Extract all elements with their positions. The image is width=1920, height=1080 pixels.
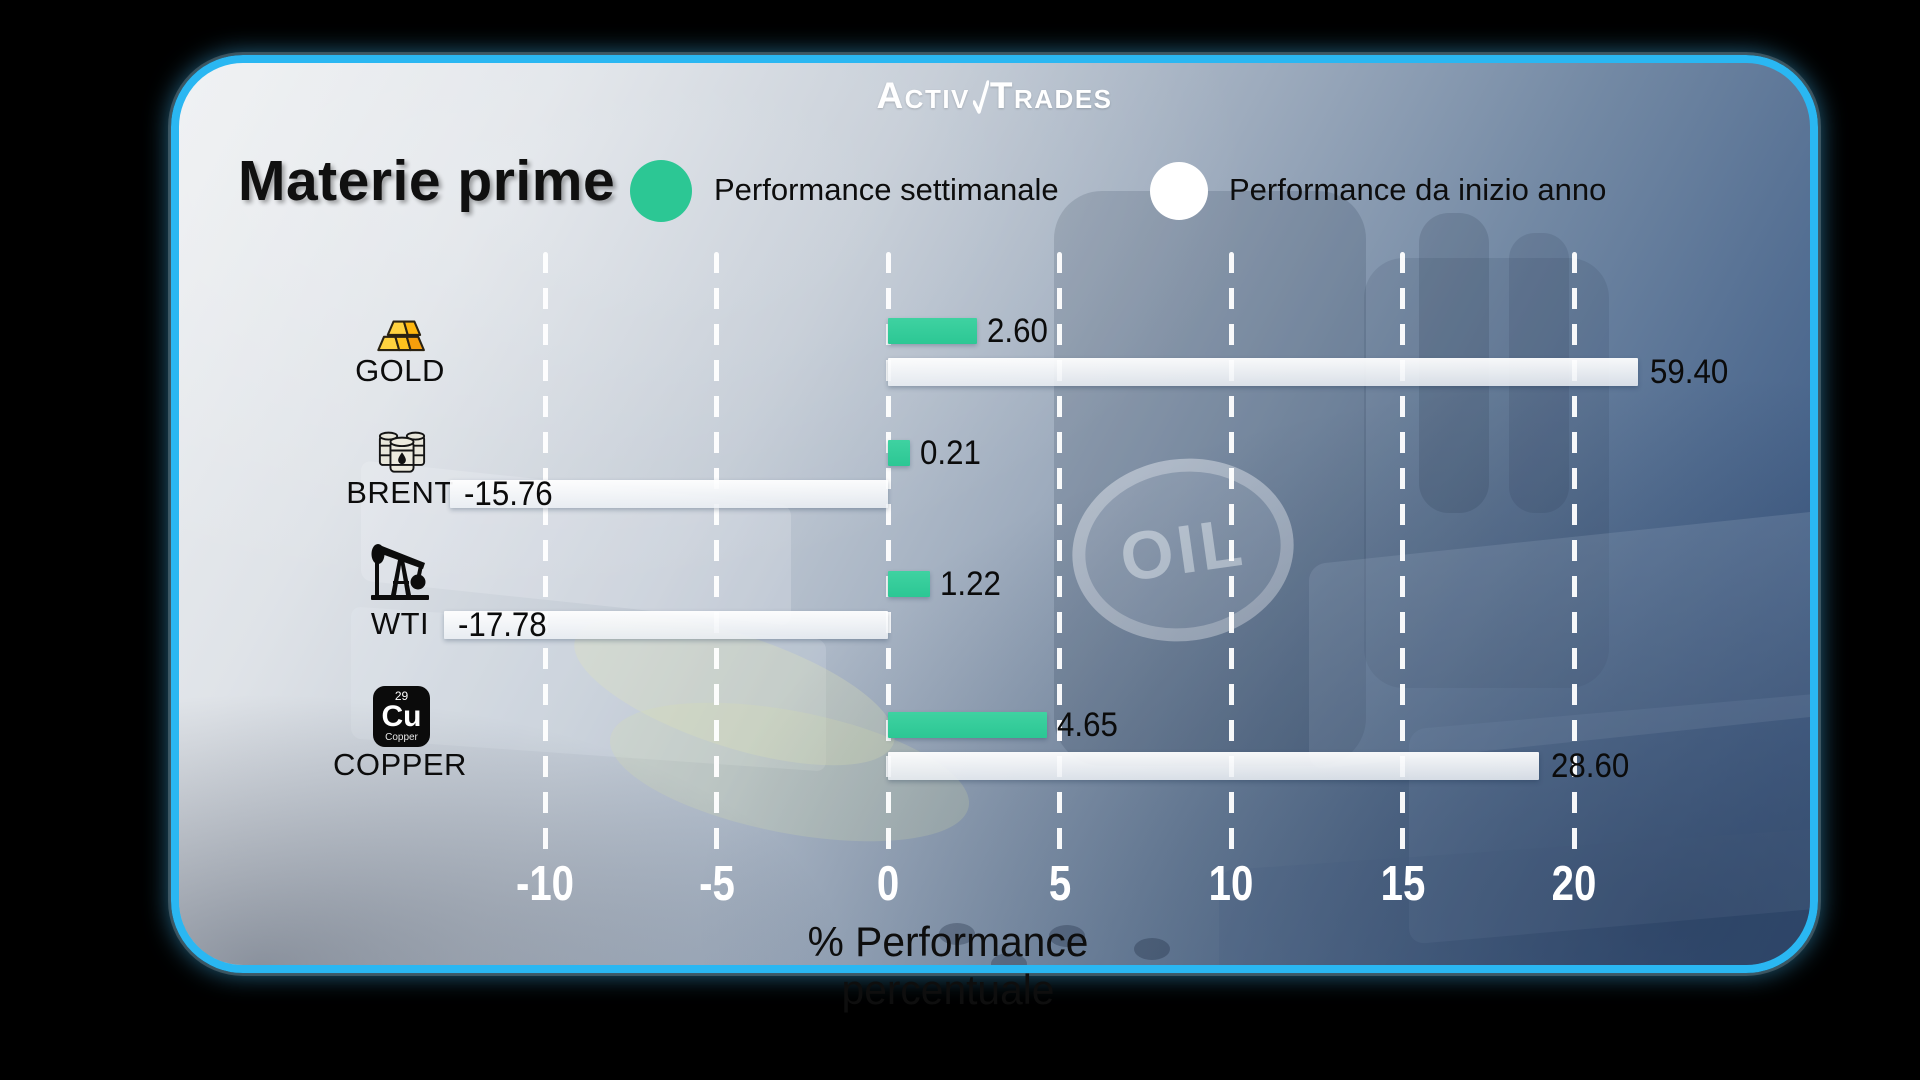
- bar-ytd-wti: [444, 611, 888, 639]
- oil-pumpjack-icon: [369, 540, 433, 602]
- copper-name: Copper: [385, 732, 418, 743]
- x-axis-title: % Performance percentuale: [807, 918, 1089, 1013]
- background-oil-label: OIL: [1060, 444, 1306, 656]
- bar-weekly-wti: [888, 571, 930, 597]
- bar-ytd-copper: [888, 752, 1540, 780]
- value-ytd-gold: 59.40: [1649, 352, 1729, 391]
- value-weekly-gold: 2.60: [987, 311, 1049, 350]
- background-metal-ingot: [1309, 497, 1810, 770]
- value-weekly-copper: 4.65: [1057, 705, 1119, 744]
- legend-weekly-label: Performance settimanale: [714, 172, 1059, 207]
- logo-text-activ: Activ: [876, 75, 970, 116]
- gridline: [885, 252, 891, 858]
- bar-ytd-gold: [888, 358, 1638, 386]
- copper-element-icon: 29 Cu Copper: [373, 686, 430, 747]
- page-title: Materie prime: [238, 149, 616, 213]
- oil-barrels-icon: [377, 427, 427, 474]
- x-tick: 0: [876, 857, 900, 911]
- copper-atomic-number: 29: [394, 689, 409, 703]
- background-oil-barrel: [1054, 191, 1366, 766]
- x-tick: 5: [1048, 857, 1071, 911]
- x-tick: 15: [1380, 857, 1425, 911]
- bar-weekly-brent: [888, 440, 910, 466]
- value-weekly-wti: 1.22: [939, 564, 1001, 603]
- value-ytd-wti: -17.78: [458, 605, 548, 644]
- x-tick: 10: [1208, 857, 1254, 911]
- gridline: [1057, 252, 1062, 858]
- value-ytd-brent: -15.76: [464, 474, 553, 513]
- x-tick: 20: [1551, 857, 1597, 911]
- category-label-wti: WTI: [370, 606, 430, 641]
- copper-symbol: Cu: [381, 700, 422, 733]
- gold-bars-icon: [374, 314, 432, 352]
- category-label-copper: COPPER: [333, 747, 467, 782]
- value-weekly-brent: 0.21: [920, 433, 981, 472]
- legend-ytd-label: Performance da inizio anno: [1229, 172, 1607, 207]
- legend-ytd-dot-icon: [1150, 162, 1208, 220]
- x-tick: -5: [698, 857, 735, 911]
- category-label-gold: GOLD: [355, 353, 445, 388]
- bar-weekly-copper: [888, 712, 1048, 738]
- value-ytd-copper: 28.60: [1551, 746, 1630, 785]
- gridline: [1228, 252, 1234, 858]
- activtrades-logo: Activ Trades: [171, 76, 1818, 122]
- x-tick: -10: [515, 857, 575, 911]
- gridline: [542, 252, 548, 858]
- category-label-brent: BRENT: [346, 475, 454, 510]
- gridline: [714, 252, 719, 858]
- gridline: [1571, 252, 1577, 858]
- logo-text-trades: Trades: [989, 75, 1113, 116]
- legend-weekly-dot-icon: [630, 160, 692, 222]
- bar-weekly-gold: [888, 318, 978, 344]
- logo-check-icon: [972, 80, 990, 122]
- gridline: [1400, 252, 1405, 858]
- bar-ytd-brent: [450, 480, 888, 508]
